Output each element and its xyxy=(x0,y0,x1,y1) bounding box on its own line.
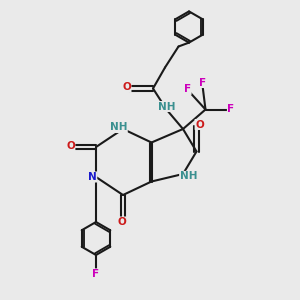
Text: O: O xyxy=(195,119,204,130)
Text: NH: NH xyxy=(180,171,197,182)
Text: NH: NH xyxy=(110,122,127,133)
Text: F: F xyxy=(199,77,206,88)
Text: O: O xyxy=(66,141,75,152)
Text: N: N xyxy=(88,172,97,182)
Text: F: F xyxy=(227,104,235,115)
Text: F: F xyxy=(92,269,100,279)
Text: NH: NH xyxy=(158,101,176,112)
Text: O: O xyxy=(122,82,131,92)
Text: O: O xyxy=(117,217,126,227)
Text: F: F xyxy=(184,84,191,94)
